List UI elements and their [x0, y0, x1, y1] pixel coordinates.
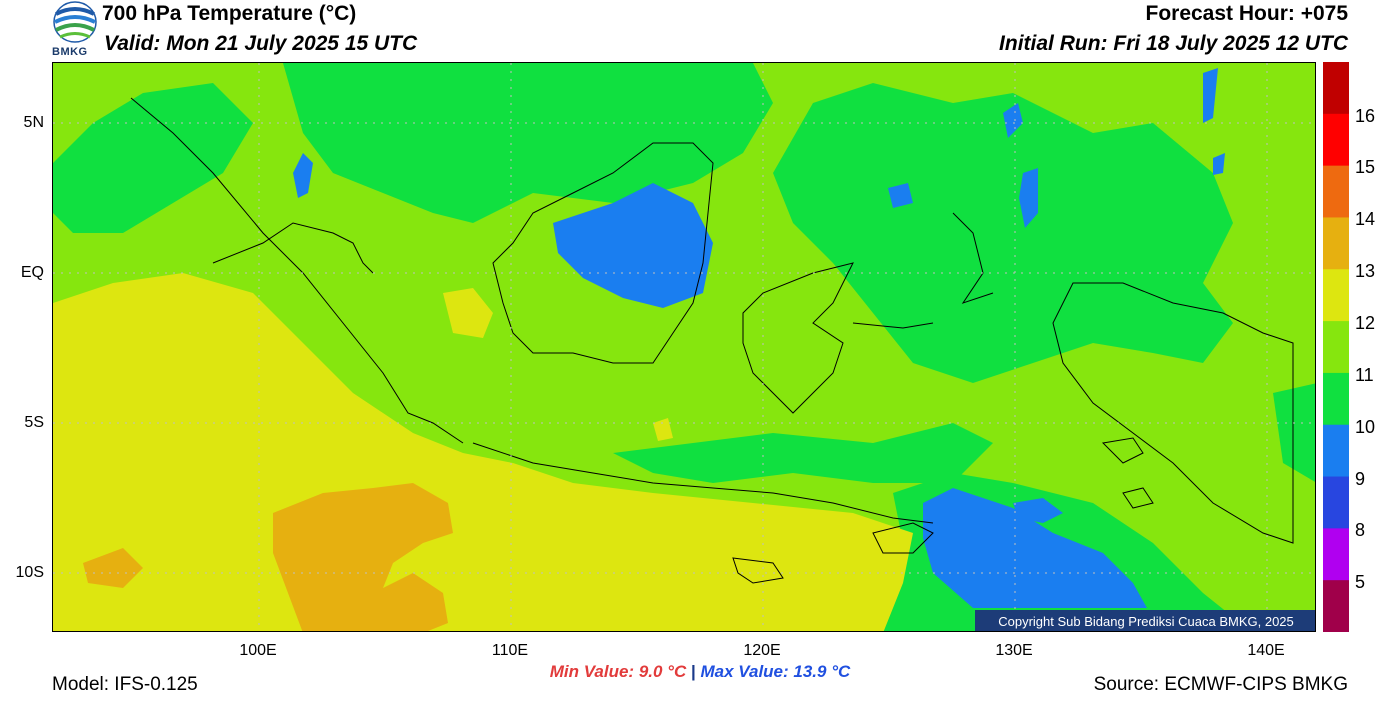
coastlines	[130, 97, 1294, 584]
lat-label-5s: 5S	[24, 414, 44, 431]
initial-run: Initial Run: Fri 18 July 2025 12 UTC	[999, 32, 1348, 55]
lon-label-130e: 130E	[995, 642, 1033, 659]
colorbar-label-8: 8	[1355, 520, 1366, 540]
field-13-regions	[53, 273, 913, 631]
field-10-regions	[293, 68, 1225, 608]
colorbar-swatch	[1323, 269, 1349, 322]
temperature-map: Copyright Sub Bidang Prediksi Cuaca BMKG…	[52, 62, 1316, 632]
colorbar-label-13: 13	[1355, 261, 1376, 281]
colorbar-label-12: 12	[1355, 313, 1376, 333]
colorbar-label-14: 14	[1355, 209, 1376, 229]
lon-label-100e: 100E	[239, 642, 277, 659]
colorbar-label-9: 9	[1355, 469, 1366, 489]
lat-label-eq: EQ	[20, 264, 44, 281]
forecast-hour: Forecast Hour: +075	[1145, 2, 1349, 25]
field-11-regions	[53, 63, 1315, 631]
colorbar-swatch	[1323, 165, 1349, 218]
colorbar-swatch	[1323, 62, 1349, 115]
lon-label-140e: 140E	[1247, 642, 1285, 659]
copyright-label: Copyright Sub Bidang Prediksi Cuaca BMKG…	[975, 610, 1315, 631]
colorbar-swatch	[1323, 217, 1349, 270]
colorbar	[1323, 62, 1349, 633]
logo-text: BMKG	[52, 46, 88, 58]
colorbar-swatch	[1323, 424, 1349, 478]
source-label: Source: ECMWF-CIPS BMKG	[1093, 674, 1348, 695]
model-label: Model: IFS-0.125	[52, 674, 198, 695]
grid	[53, 63, 1315, 631]
colorbar-swatch	[1323, 476, 1349, 529]
lon-label-110e: 110E	[491, 642, 529, 659]
max-value: Max Value: 13.9 °C	[700, 662, 851, 681]
map-title: 700 hPa Temperature (°C)	[102, 2, 357, 25]
colorbar-swatch	[1323, 528, 1349, 581]
colorbar-label-11: 11	[1355, 365, 1374, 385]
colorbar-swatch	[1323, 580, 1349, 633]
colorbar-label-10: 10	[1355, 417, 1376, 437]
valid-time: Valid: Mon 21 July 2025 15 UTC	[104, 32, 418, 55]
bmkg-logo	[52, 0, 98, 60]
colorbar-label-15: 15	[1355, 157, 1376, 177]
min-max-values: Min Value: 9.0 °C | Max Value: 13.9 °C	[0, 662, 1400, 682]
colorbar-swatch	[1323, 321, 1349, 374]
field-14-regions	[83, 483, 453, 631]
lon-label-120e: 120E	[743, 642, 781, 659]
colorbar-label-16: 16	[1355, 106, 1376, 126]
colorbar-label-5: 5	[1355, 572, 1366, 592]
min-value: Min Value: 9.0 °C	[549, 662, 687, 681]
separator: |	[690, 662, 696, 681]
colorbar-swatch	[1323, 372, 1349, 426]
colorbar-svg	[1323, 62, 1349, 633]
map-svg	[53, 63, 1315, 631]
lat-label-5n: 5N	[23, 114, 44, 131]
colorbar-swatch	[1323, 113, 1349, 167]
lat-label-10s: 10S	[15, 564, 44, 581]
